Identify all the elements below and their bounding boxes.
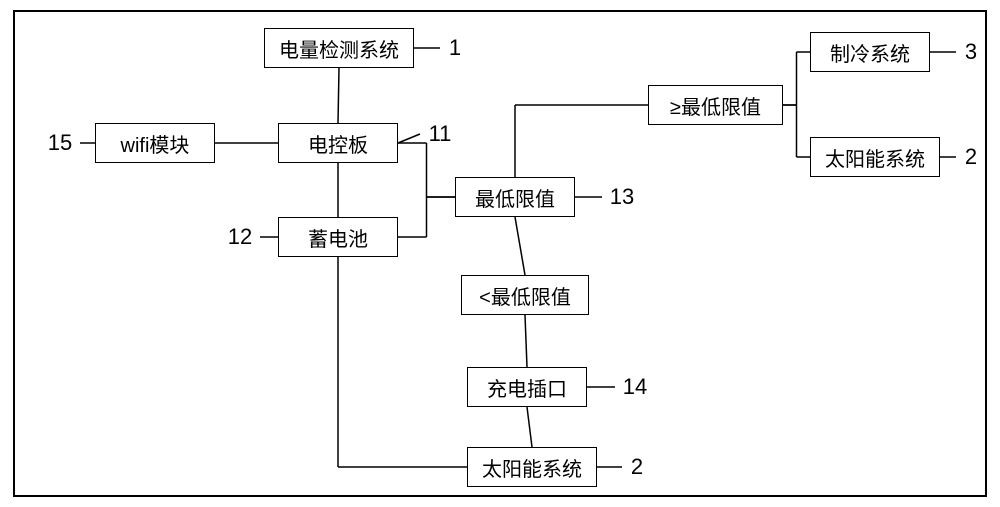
callout-label-l14: 14 <box>615 367 655 407</box>
node-ge_limit: ≥最低限值 <box>648 85 783 125</box>
node-power_detect: 电量检测系统 <box>264 28 414 68</box>
callout-label-l13: 13 <box>602 177 642 217</box>
callout-label-l1: 1 <box>440 28 470 68</box>
node-battery: 蓄电池 <box>278 217 398 257</box>
node-cooling: 制冷系统 <box>810 32 930 72</box>
node-lt_limit: <最低限值 <box>461 275 589 315</box>
callout-label-l12: 12 <box>220 217 260 257</box>
callout-label-l3: 3 <box>956 32 986 72</box>
node-solar_top: 太阳能系统 <box>810 137 940 177</box>
callout-label-l15: 15 <box>40 123 80 163</box>
callout-label-l2a: 2 <box>956 137 986 177</box>
node-wifi: wifi模块 <box>95 123 215 163</box>
diagram-frame <box>13 10 987 497</box>
node-charge_port: 充电插口 <box>467 367 587 407</box>
callout-label-l11: 11 <box>420 114 460 154</box>
callout-label-l2b: 2 <box>622 447 652 487</box>
node-solar_bot: 太阳能系统 <box>467 447 597 487</box>
node-min_limit: 最低限值 <box>455 177 575 217</box>
node-ecb: 电控板 <box>278 123 398 163</box>
